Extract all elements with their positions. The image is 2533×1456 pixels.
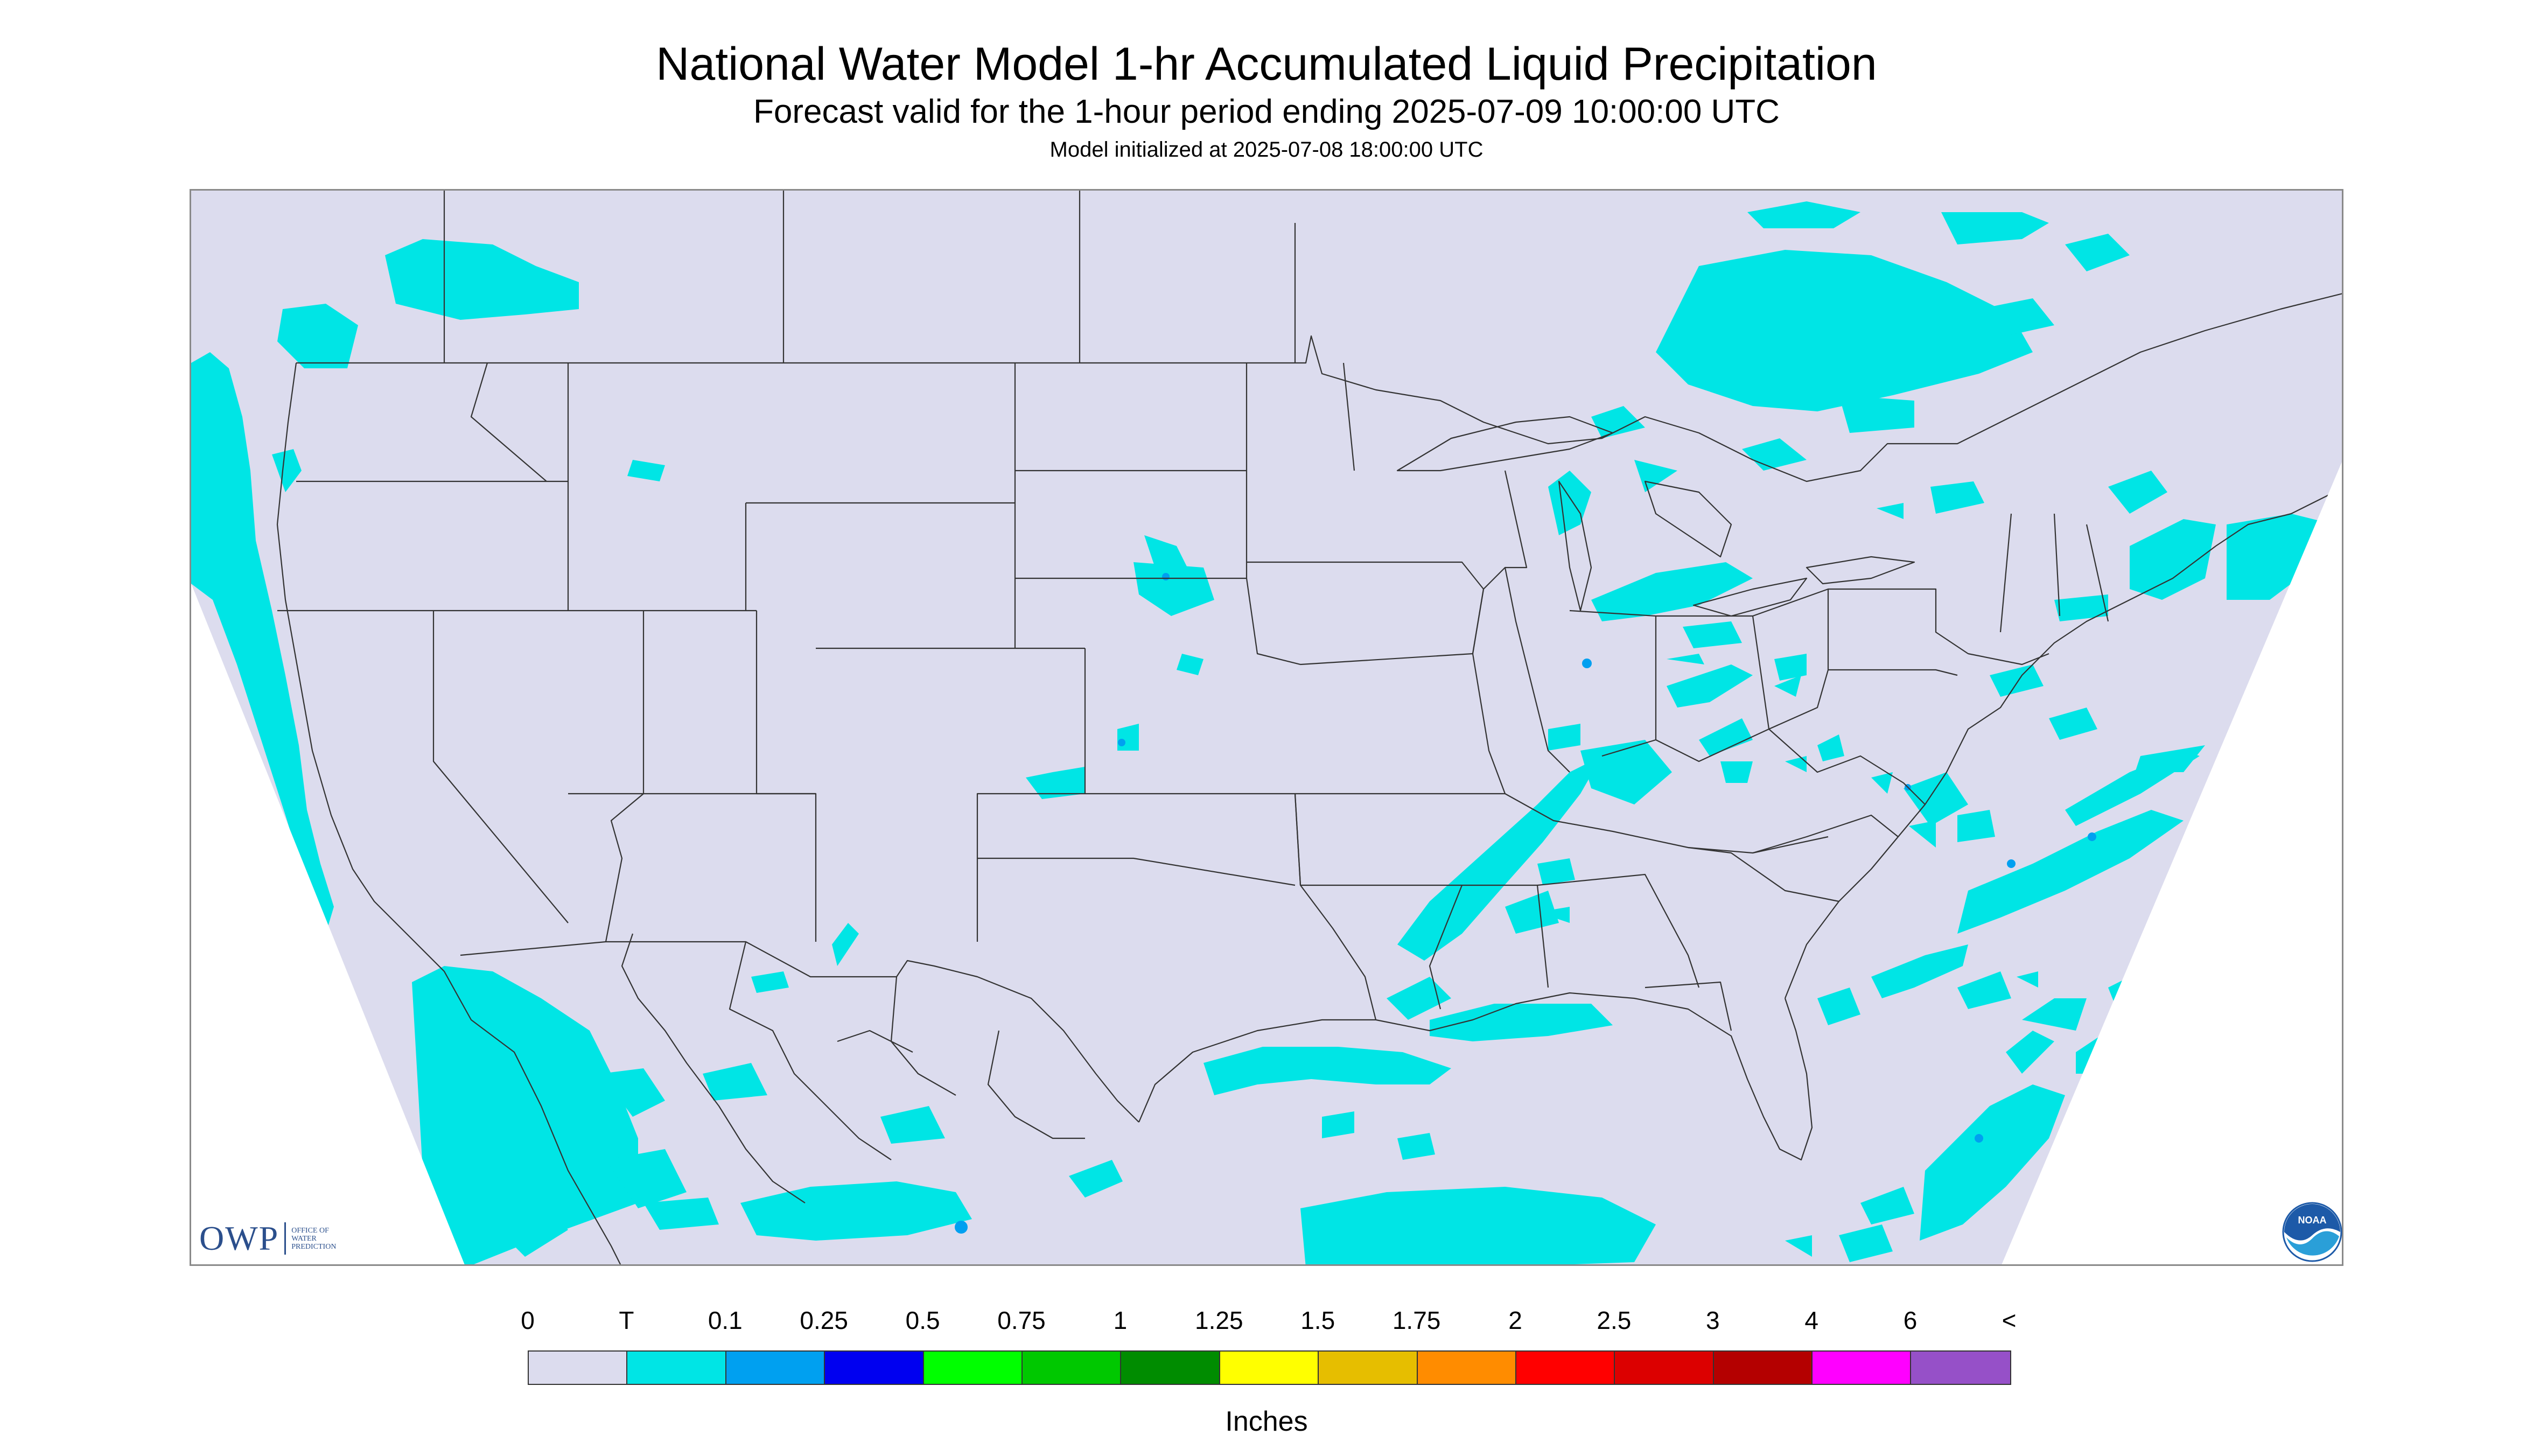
legend-tick-label: 1.25 bbox=[1195, 1306, 1243, 1334]
legend-swatch bbox=[1121, 1352, 1220, 1384]
legend-tick-label: 0.25 bbox=[800, 1306, 848, 1334]
legend-swatch bbox=[1516, 1352, 1615, 1384]
legend-tick-label: < bbox=[2002, 1306, 2017, 1334]
legend-swatch bbox=[825, 1352, 924, 1384]
legend-color-bar bbox=[528, 1350, 2011, 1385]
legend-swatch bbox=[1615, 1352, 1714, 1384]
owp-logo-text: OWP bbox=[199, 1219, 279, 1257]
legend-swatch bbox=[1911, 1352, 2010, 1384]
noaa-logo-text: NOAA bbox=[2298, 1215, 2327, 1226]
owp-sub-line: OFFICE OF bbox=[291, 1226, 329, 1235]
state-boundaries bbox=[276, 191, 2342, 1264]
owp-sub-line: PREDICTION bbox=[291, 1242, 337, 1251]
legend-swatch bbox=[1319, 1352, 1418, 1384]
legend-tick-label: 1.75 bbox=[1392, 1306, 1441, 1334]
legend-tick-label: 1.5 bbox=[1300, 1306, 1335, 1334]
owp-logo-divider bbox=[284, 1222, 286, 1255]
map-title: National Water Model 1-hr Accumulated Li… bbox=[656, 38, 1877, 90]
legend-tick-label: 6 bbox=[1903, 1306, 1918, 1334]
owp-sub-line: WATER bbox=[291, 1234, 317, 1243]
off-domain-right bbox=[2002, 462, 2342, 1264]
legend-swatch bbox=[529, 1352, 628, 1384]
legend-tick-label: 2.5 bbox=[1597, 1306, 1632, 1334]
legend-swatch bbox=[726, 1352, 825, 1384]
legend-swatch bbox=[627, 1352, 726, 1384]
precipitation-areas bbox=[191, 201, 2334, 1264]
legend-swatch bbox=[1022, 1352, 1122, 1384]
map-subtitle: Forecast valid for the 1-hour period end… bbox=[753, 93, 1780, 130]
noaa-logo: NOAA bbox=[2282, 1202, 2342, 1262]
legend-tick-label: 0.1 bbox=[708, 1306, 743, 1334]
legend-swatch bbox=[1417, 1352, 1516, 1384]
legend-tick-label: 3 bbox=[1706, 1306, 1720, 1334]
legend-swatch bbox=[1813, 1352, 1912, 1384]
legend-swatch bbox=[923, 1352, 1023, 1384]
owp-logo-subtext: OFFICE OF WATER PREDICTION bbox=[291, 1227, 336, 1251]
legend-units: Inches bbox=[1225, 1406, 1308, 1437]
legend-tick-label: 2 bbox=[1508, 1306, 1522, 1334]
precipitation-map bbox=[190, 189, 2343, 1266]
map-canvas bbox=[191, 191, 2342, 1264]
legend-swatch bbox=[1713, 1352, 1813, 1384]
legend-tick-label: 0.5 bbox=[905, 1306, 940, 1334]
legend-swatch bbox=[1220, 1352, 1319, 1384]
owp-logo: OWP OFFICE OF WATER PREDICTION bbox=[199, 1217, 336, 1260]
legend-tick-label: 1 bbox=[1113, 1306, 1128, 1334]
model-init-text: Model initialized at 2025-07-08 18:00:00… bbox=[1049, 138, 1484, 162]
legend-tick-label: 0 bbox=[521, 1306, 535, 1334]
legend-tick-label: 4 bbox=[1804, 1306, 1818, 1334]
legend-tick-label: T bbox=[619, 1306, 634, 1334]
legend-tick-label: 0.75 bbox=[997, 1306, 1046, 1334]
legend-labels: 0 T 0.1 0.25 0.5 0.75 1 1.25 1.5 1.75 2 2.5 3 4 6 < bbox=[0, 1306, 2533, 1338]
